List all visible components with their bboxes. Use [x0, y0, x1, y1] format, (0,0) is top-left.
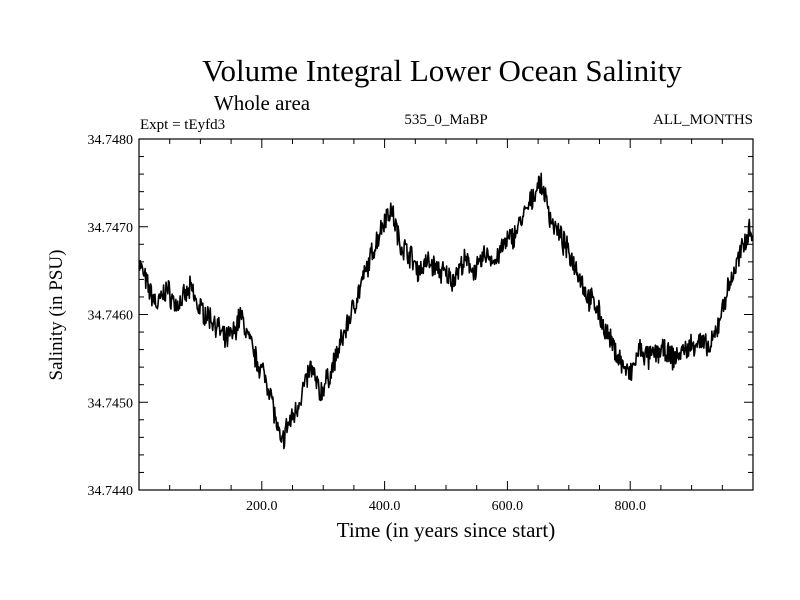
chart-subtitle: Whole area: [214, 91, 311, 115]
x-tick-label: 800.0: [614, 499, 646, 514]
y-tick-label: 34.7470: [88, 221, 134, 236]
period-label: ALL_MONTHS: [653, 112, 753, 128]
y-axis: 34.7440 34.7450 34.7460 34.7470 34.7480: [88, 133, 753, 499]
chart-title: Volume Integral Lower Ocean Salinity: [202, 53, 682, 88]
salinity-series-line: [138, 172, 754, 450]
x-tick-label: 400.0: [369, 499, 401, 514]
experiment-label: Expt = tEyfd3: [140, 117, 225, 133]
x-tick-label: 600.0: [492, 499, 524, 514]
y-tick-label: 34.7460: [88, 309, 134, 324]
y-axis-label: Salinity (in PSU): [46, 250, 67, 381]
x-tick-label: 200.0: [246, 499, 278, 514]
x-axis-label: Time (in years since start): [337, 518, 556, 542]
y-tick-label: 34.7450: [88, 396, 134, 411]
x-axis: 200.0 400.0 600.0 800.0: [169, 139, 723, 514]
plot-frame: [138, 138, 754, 491]
run-label: 535_0_MaBP: [404, 112, 487, 128]
y-tick-label: 34.7440: [88, 484, 134, 499]
y-tick-label: 34.7480: [88, 133, 134, 148]
